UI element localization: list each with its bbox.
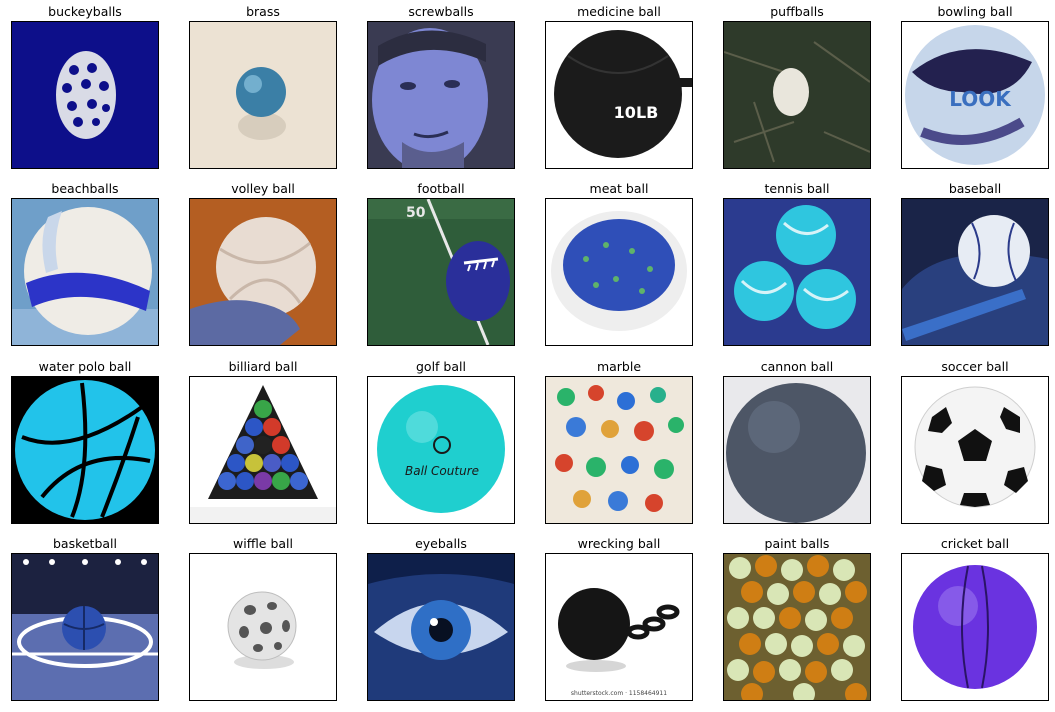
panel-title: golf ball (416, 359, 466, 374)
basketball-image (12, 554, 158, 700)
panel-image (901, 553, 1049, 701)
panel-image (11, 198, 159, 346)
panel-title: cannon ball (760, 359, 834, 374)
panel-title: eyeballs (415, 536, 467, 551)
face-image (368, 22, 514, 168)
paintballs-image (724, 554, 870, 700)
panel-image (901, 376, 1049, 524)
panel-image (723, 198, 871, 346)
meatball-image (546, 199, 692, 345)
soccer-ball-image (902, 377, 1048, 523)
panel-image: Ball Couture (367, 376, 515, 524)
bowling-ball-image: LOOK (902, 22, 1048, 168)
panel-image: 50 (367, 198, 515, 346)
water-polo-ball-image (12, 377, 158, 523)
panel-title: marble (596, 359, 642, 374)
panel-title: soccer ball (941, 359, 1009, 374)
panel-image (545, 376, 693, 524)
panel-title: volley ball (231, 181, 295, 196)
panel-image (723, 376, 871, 524)
panel-image (189, 21, 337, 169)
panel-image (11, 21, 159, 169)
panel-title: bowling ball (937, 4, 1013, 19)
panel-title: meat ball (589, 181, 649, 196)
eye-image (368, 554, 514, 700)
panel-title: basketball (52, 536, 118, 551)
brass-ball-image (190, 22, 336, 168)
panel-image (723, 553, 871, 701)
cannonball-image (724, 377, 870, 523)
panel-image (189, 553, 337, 701)
panel-image (11, 376, 159, 524)
golf-ball-image: Ball Couture (368, 377, 514, 523)
medicine-ball-image: 10LB (546, 22, 692, 168)
volleyball-image (190, 199, 336, 345)
panel-title: medicine ball (577, 4, 661, 19)
panel-title: brass (246, 4, 280, 19)
panel-title: puffballs (770, 4, 824, 19)
panel-image: shutterstock.com · 1158464911 (545, 553, 693, 701)
tennis-balls-image (724, 199, 870, 345)
panel-image (901, 198, 1049, 346)
golf-ball-brand: Ball Couture (405, 464, 479, 478)
field-marker: 50 (406, 205, 426, 221)
billiard-balls-image (190, 377, 336, 523)
panel-title: paint balls (764, 536, 830, 551)
panel-image (11, 553, 159, 701)
buckeyball-image (12, 22, 158, 168)
beachball-image (12, 199, 158, 345)
wrecking-ball-image: shutterstock.com · 1158464911 (546, 554, 692, 700)
puffball-image (724, 22, 870, 168)
panel-title: screwballs (408, 4, 474, 19)
panel-title: billiard ball (228, 359, 298, 374)
panel-title: buckeyballs (48, 4, 122, 19)
panel-image (189, 198, 337, 346)
medicine-ball-label: 10LB (614, 103, 659, 122)
panel-image (367, 21, 515, 169)
panel-image: 10LB (545, 21, 693, 169)
panel-title: tennis ball (764, 181, 830, 196)
panel-image (545, 198, 693, 346)
panel-image: LOOK (901, 21, 1049, 169)
panel-title: water polo ball (38, 359, 132, 374)
cricket-ball-image (902, 554, 1048, 700)
panel-title: baseball (948, 181, 1002, 196)
wiffle-ball-image (190, 554, 336, 700)
baseball-image (902, 199, 1048, 345)
panel-title: football (417, 181, 465, 196)
wrecking-ball-credit: shutterstock.com · 1158464911 (571, 690, 667, 697)
panel-image (367, 553, 515, 701)
panel-title: wiffle ball (233, 536, 293, 551)
football-image: 50 (368, 199, 514, 345)
marbles-image (546, 377, 692, 523)
panel-title: cricket ball (940, 536, 1010, 551)
panel-image (189, 376, 337, 524)
panel-image (723, 21, 871, 169)
panel-title: wrecking ball (577, 536, 661, 551)
bowling-ball-logo: LOOK (949, 87, 1012, 111)
panel-title: beachballs (51, 181, 119, 196)
